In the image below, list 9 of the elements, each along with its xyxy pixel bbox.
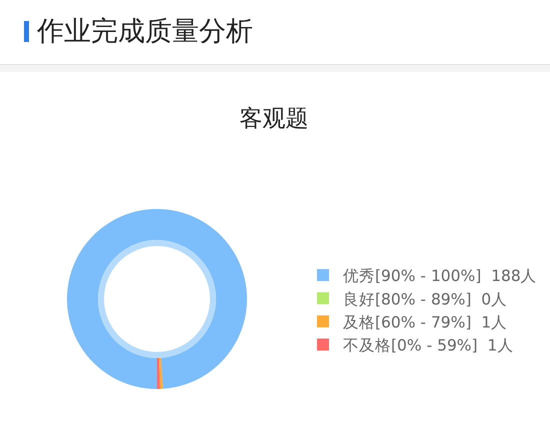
legend-label: 不及格[0% - 59%] 1人 — [343, 336, 514, 355]
donut-slice — [67, 209, 247, 389]
legend-label: 优秀[90% - 100%] 188人 — [343, 267, 537, 286]
donut-slice — [158, 358, 163, 389]
donut-slice — [157, 358, 160, 389]
legend-label: 良好[80% - 89%] 0人 — [343, 290, 508, 308]
legend-label: 及格[60% - 79%] 1人 — [343, 313, 508, 332]
chart-title: 作业完成质量分析 — [37, 15, 253, 49]
chart-subtitle: 客观题 — [240, 106, 308, 132]
